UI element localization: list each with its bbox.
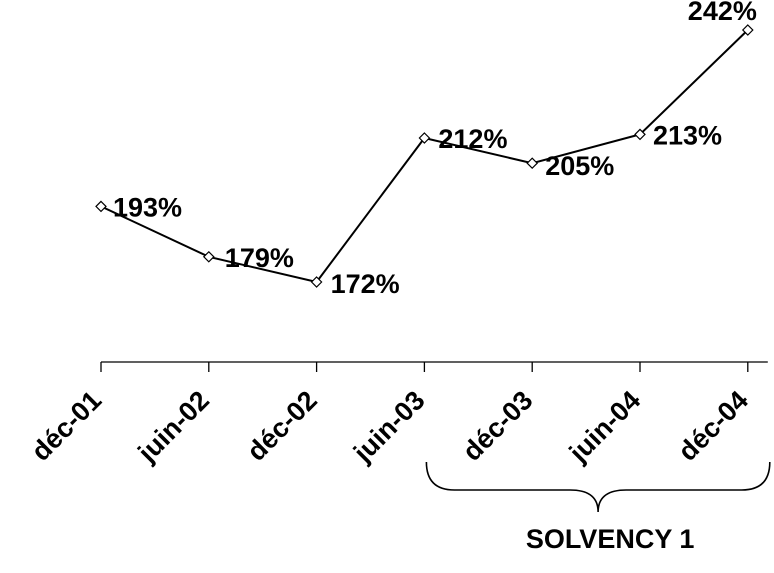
tick-label-layer: déc-01 juin-02 déc-02 juin-03 déc-03 juin-04 d… bbox=[26, 385, 755, 468]
solvency-bracket: SOLVENCY 1 bbox=[425, 461, 771, 554]
series-line-layer bbox=[100, 29, 749, 284]
data-point-marker bbox=[526, 157, 539, 170]
x-tick-label: déc-01 bbox=[26, 385, 108, 467]
series-marker-layer bbox=[95, 24, 754, 288]
data-point-marker bbox=[418, 132, 431, 144]
series-line bbox=[100, 29, 749, 284]
x-tick-label: juin-04 bbox=[563, 385, 646, 468]
data-point-marker bbox=[741, 24, 754, 36]
data-label: 205% bbox=[545, 151, 614, 181]
data-label: 212% bbox=[438, 124, 507, 154]
x-tick-label: déc-03 bbox=[457, 385, 539, 467]
data-label: 213% bbox=[653, 120, 722, 150]
data-label: 179% bbox=[225, 243, 294, 273]
data-point-marker bbox=[202, 250, 215, 263]
x-tick-label: juin-03 bbox=[347, 385, 430, 468]
solvency-label: SOLVENCY 1 bbox=[526, 524, 695, 554]
data-label: 242% bbox=[688, 0, 757, 26]
data-label-layer: 193% 179% 172% 212% 205% 213% 242% bbox=[113, 0, 757, 299]
x-tick-label: juin-02 bbox=[132, 385, 215, 468]
data-point-marker bbox=[95, 200, 107, 213]
data-label: 172% bbox=[331, 269, 400, 299]
x-tick-label: déc-04 bbox=[672, 385, 754, 467]
data-point-marker bbox=[310, 276, 323, 288]
x-axis bbox=[100, 361, 768, 372]
x-tick-label: déc-02 bbox=[241, 385, 323, 467]
data-label: 193% bbox=[113, 192, 182, 222]
solvency-bracket-shape bbox=[425, 461, 771, 513]
data-point-marker bbox=[634, 128, 646, 141]
